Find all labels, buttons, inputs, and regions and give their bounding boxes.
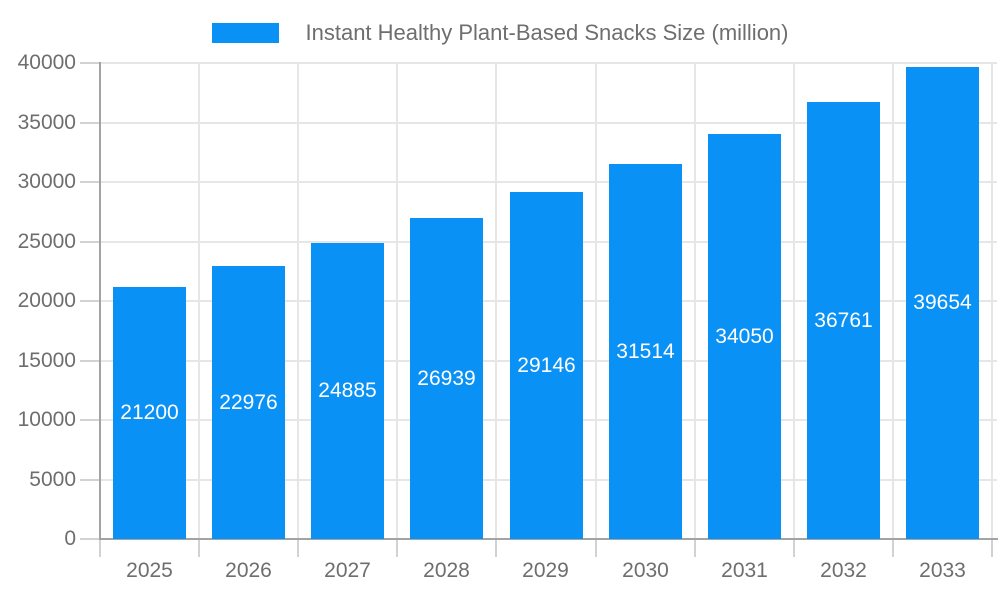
x-tick (595, 539, 597, 557)
y-tick (80, 538, 100, 540)
bar-value-label: 21200 (120, 401, 179, 424)
x-tick (694, 539, 696, 557)
y-axis-label: 0 (64, 527, 76, 550)
bar-value-label: 24885 (318, 379, 377, 402)
y-axis-label: 30000 (17, 170, 76, 193)
h-gridline (100, 122, 997, 124)
x-axis-label: 2030 (622, 559, 669, 582)
y-tick (80, 181, 100, 183)
x-tick (991, 539, 993, 557)
y-tick (80, 479, 100, 481)
bar-value-label: 31514 (616, 339, 675, 363)
legend-swatch (211, 23, 279, 43)
v-gridline (297, 63, 299, 539)
x-axis-label: 2026 (225, 559, 272, 582)
y-tick (80, 241, 100, 243)
legend-label: Instant Healthy Plant-Based Snacks Size … (305, 20, 789, 45)
y-tick (80, 62, 100, 64)
x-axis-line (99, 538, 998, 540)
y-axis-label: 20000 (17, 289, 76, 312)
v-gridline (396, 63, 398, 539)
y-axis-label: 10000 (17, 408, 76, 431)
v-gridline (793, 63, 795, 539)
v-gridline (694, 63, 696, 539)
bar-2033: 39654 (906, 67, 979, 539)
x-tick (495, 539, 497, 557)
x-axis-label: 2028 (423, 559, 470, 582)
y-axis-label: 25000 (17, 230, 76, 253)
bar-2027: 24885 (311, 243, 384, 539)
x-axis-label: 2033 (919, 559, 966, 582)
bar-2028: 26939 (410, 218, 483, 539)
v-gridline (495, 63, 497, 539)
v-gridline (198, 63, 200, 539)
y-axis-line (99, 62, 101, 540)
x-axis-label: 2027 (324, 559, 371, 582)
bar-value-label: 22976 (219, 390, 278, 414)
y-axis-label: 40000 (17, 51, 76, 74)
y-tick (80, 419, 100, 421)
x-axis-label: 2031 (721, 559, 768, 582)
bar-value-label: 36761 (814, 308, 873, 332)
bar-2029: 29146 (510, 192, 583, 539)
v-gridline (991, 63, 993, 539)
bar-2032: 36761 (807, 102, 880, 539)
legend-item[interactable]: Instant Healthy Plant-Based Snacks Size … (0, 22, 1000, 44)
x-axis-label: 2025 (126, 559, 173, 582)
x-tick (892, 539, 894, 557)
y-axis-label: 35000 (17, 111, 76, 134)
y-axis-label: 15000 (17, 349, 76, 372)
bar-2030: 31514 (609, 164, 682, 539)
x-tick (793, 539, 795, 557)
bar-value-label: 34050 (715, 324, 774, 348)
h-gridline (100, 62, 997, 64)
x-axis-label: 2032 (820, 559, 867, 582)
v-gridline (595, 63, 597, 539)
x-tick (297, 539, 299, 557)
y-axis-label: 5000 (29, 468, 76, 491)
bar-value-label: 26939 (417, 366, 476, 390)
y-tick (80, 360, 100, 362)
bar-2026: 22976 (212, 266, 285, 539)
y-tick (80, 122, 100, 124)
bar-value-label: 29146 (517, 353, 576, 377)
x-tick (396, 539, 398, 557)
x-tick (198, 539, 200, 557)
v-gridline (892, 63, 894, 539)
x-tick (99, 539, 101, 557)
bar-2025: 21200 (113, 287, 186, 539)
h-gridline (100, 181, 997, 183)
bar-value-label: 39654 (913, 291, 972, 314)
x-axis-label: 2029 (522, 559, 569, 582)
y-tick (80, 300, 100, 302)
bar-2031: 34050 (708, 134, 781, 539)
